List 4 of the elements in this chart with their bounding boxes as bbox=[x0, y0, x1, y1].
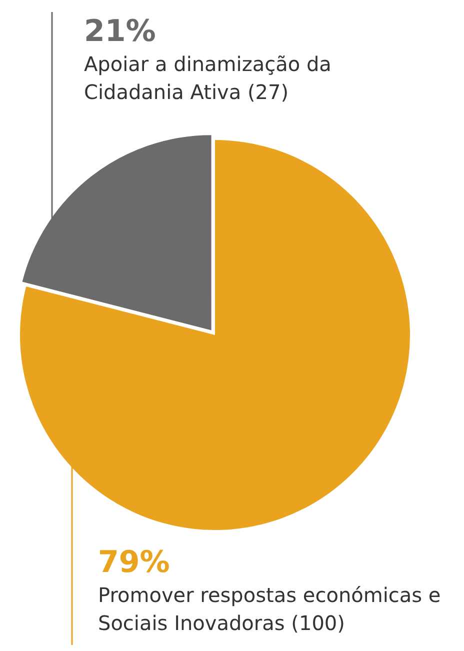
data-label: 79% bbox=[98, 545, 171, 581]
slice-label: Promover respostas económicas e Sociais Inovadoras (100) bbox=[98, 582, 442, 637]
data-label: 21% bbox=[84, 14, 157, 50]
slice-label: Apoiar a dinamização da Cidadania Ativa (27) bbox=[84, 51, 332, 106]
